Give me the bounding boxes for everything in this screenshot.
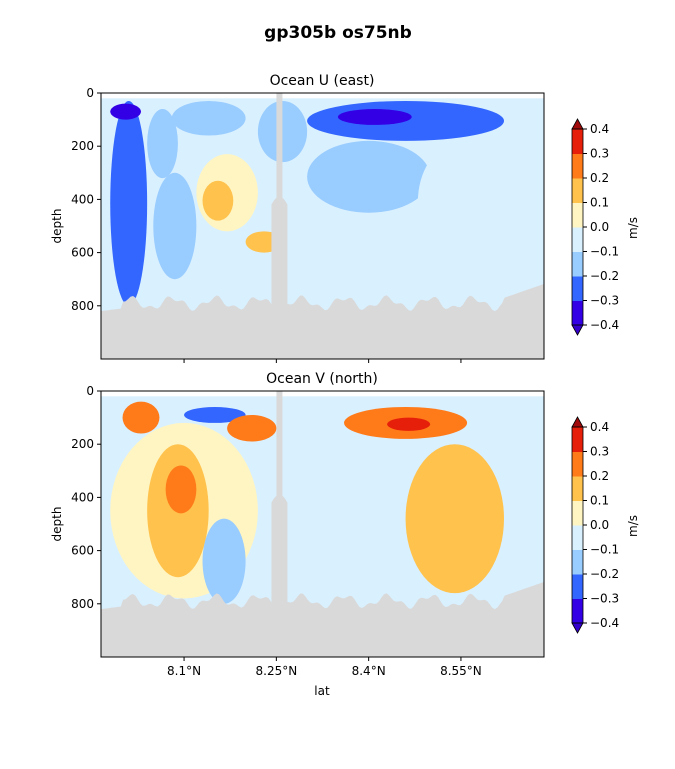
panel-v-title: Ocean V (north) xyxy=(266,371,378,387)
colorbar-segment xyxy=(572,251,583,277)
surface-gap xyxy=(101,391,544,397)
colorbar-segment xyxy=(572,549,583,575)
field-region xyxy=(202,518,246,604)
field-region xyxy=(165,465,197,514)
y-tick-label: 400 xyxy=(71,192,94,206)
colorbar-label-v: m/s xyxy=(626,515,640,537)
field-region xyxy=(307,140,431,213)
colorbar-tick-label: −0.1 xyxy=(590,245,619,259)
field-region xyxy=(337,108,412,125)
plot-frame-u xyxy=(100,92,545,360)
colorbar-segment xyxy=(572,153,583,179)
field-region xyxy=(147,108,178,179)
surface-gap xyxy=(101,93,544,99)
y-tick-label: 200 xyxy=(71,437,94,451)
colorbar-segment xyxy=(572,129,583,154)
field-region xyxy=(110,100,148,306)
colorbar-v: 0.4 0.3 0.2 0.1 0.0 −0.1 −0.2 −0.3 −0.4 xyxy=(571,416,619,634)
colorbar-tick-label: 0.3 xyxy=(590,147,609,161)
colorbar-segment xyxy=(572,525,583,550)
colorbar-under-arrow xyxy=(571,622,584,634)
colorbar-tick-label: −0.3 xyxy=(590,294,619,308)
plot-area-u xyxy=(101,93,544,359)
colorbar-u: 0.4 0.3 0.2 0.1 0.0 −0.1 −0.2 −0.3 −0.4 xyxy=(571,118,619,336)
colorbar-tick-label: −0.4 xyxy=(590,616,619,630)
colorbar-tick-label: 0.2 xyxy=(590,469,609,483)
colorbar-segment xyxy=(572,227,583,252)
panel-u-title: Ocean U (east) xyxy=(270,73,375,89)
y-axis-v: 0 200 400 600 800 xyxy=(71,384,101,611)
colorbar-tick-label: 0.1 xyxy=(590,494,609,508)
x-axis-label-v: lat xyxy=(314,684,330,698)
x-tick-label: 8.4°N xyxy=(352,664,386,678)
colorbar-tick-label: 0.3 xyxy=(590,445,609,459)
colorbar-tick-label: −0.3 xyxy=(590,592,619,606)
colorbar-tick-label: −0.1 xyxy=(590,543,619,557)
colorbar-tick-label: 0.4 xyxy=(590,420,609,434)
y-tick-label: 600 xyxy=(71,246,94,260)
y-tick-label: 400 xyxy=(71,490,94,504)
colorbar-tick-label: −0.2 xyxy=(590,269,619,283)
y-axis-u: 0 200 400 600 800 xyxy=(71,86,101,313)
data-gap-column xyxy=(276,391,283,657)
bathymetry xyxy=(101,284,544,359)
colorbar-tick-label: 0.1 xyxy=(590,196,609,210)
colorbar-over-arrow xyxy=(571,118,584,130)
y-tick-label: 800 xyxy=(71,299,94,313)
y-tick-label: 0 xyxy=(86,384,94,398)
field-region xyxy=(430,465,492,551)
colorbar-segment xyxy=(572,276,583,301)
field-region xyxy=(171,100,246,136)
colorbar-segment xyxy=(572,202,583,228)
colorbar-label-u: m/s xyxy=(626,217,640,239)
colorbar-segment xyxy=(572,500,583,526)
x-tick-label: 8.25°N xyxy=(256,664,298,678)
y-tick-label: 200 xyxy=(71,139,94,153)
plot-frame-v xyxy=(100,390,545,658)
y-tick-label: 0 xyxy=(86,86,94,100)
colorbar-tick-label: 0.0 xyxy=(590,220,609,234)
colorbar-tick-label: 0.4 xyxy=(590,122,609,136)
y-axis-label-v: depth xyxy=(50,507,64,542)
field-region xyxy=(387,417,431,431)
field-region xyxy=(307,444,406,599)
colorbar-tick-label: 0.0 xyxy=(590,518,609,532)
y-tick-label: 800 xyxy=(71,597,94,611)
field-region xyxy=(184,406,246,423)
colorbar-segment xyxy=(572,476,583,501)
field-region xyxy=(202,180,234,221)
colorbar-segment xyxy=(572,178,583,203)
colorbar-segment xyxy=(572,427,583,452)
x-tick-label: 8.55°N xyxy=(440,664,482,678)
field-region xyxy=(153,172,197,280)
colorbar-tick-label: 0.2 xyxy=(590,171,609,185)
x-tick-label: 8.1°N xyxy=(167,664,201,678)
colorbar-over-arrow xyxy=(571,416,584,428)
colorbar-segment xyxy=(572,451,583,477)
x-axis-v: 8.1°N 8.25°N 8.4°N 8.55°N xyxy=(167,657,482,678)
y-axis-label-u: depth xyxy=(50,209,64,244)
colorbar-segment xyxy=(572,598,583,624)
panel-ocean-v: Ocean V (north) 0 200 400 600 800 8.1°N 8.25°… xyxy=(50,371,640,698)
plot-area-v xyxy=(101,391,544,657)
x-axis-u xyxy=(183,359,462,363)
field-region xyxy=(122,401,160,434)
colorbar-under-arrow xyxy=(571,324,584,336)
colorbar-segment xyxy=(572,300,583,326)
data-gap-column xyxy=(276,93,283,359)
field-region xyxy=(257,100,308,163)
field-region xyxy=(227,414,277,442)
colorbar-segment xyxy=(572,574,583,599)
bathymetry xyxy=(101,582,544,657)
y-tick-label: 600 xyxy=(71,544,94,558)
field-region xyxy=(417,146,492,258)
field-region xyxy=(110,103,141,120)
figure-title: gp305b os75nb xyxy=(264,23,412,43)
colorbar-tick-label: −0.2 xyxy=(590,567,619,581)
colorbar-tick-label: −0.4 xyxy=(590,318,619,332)
